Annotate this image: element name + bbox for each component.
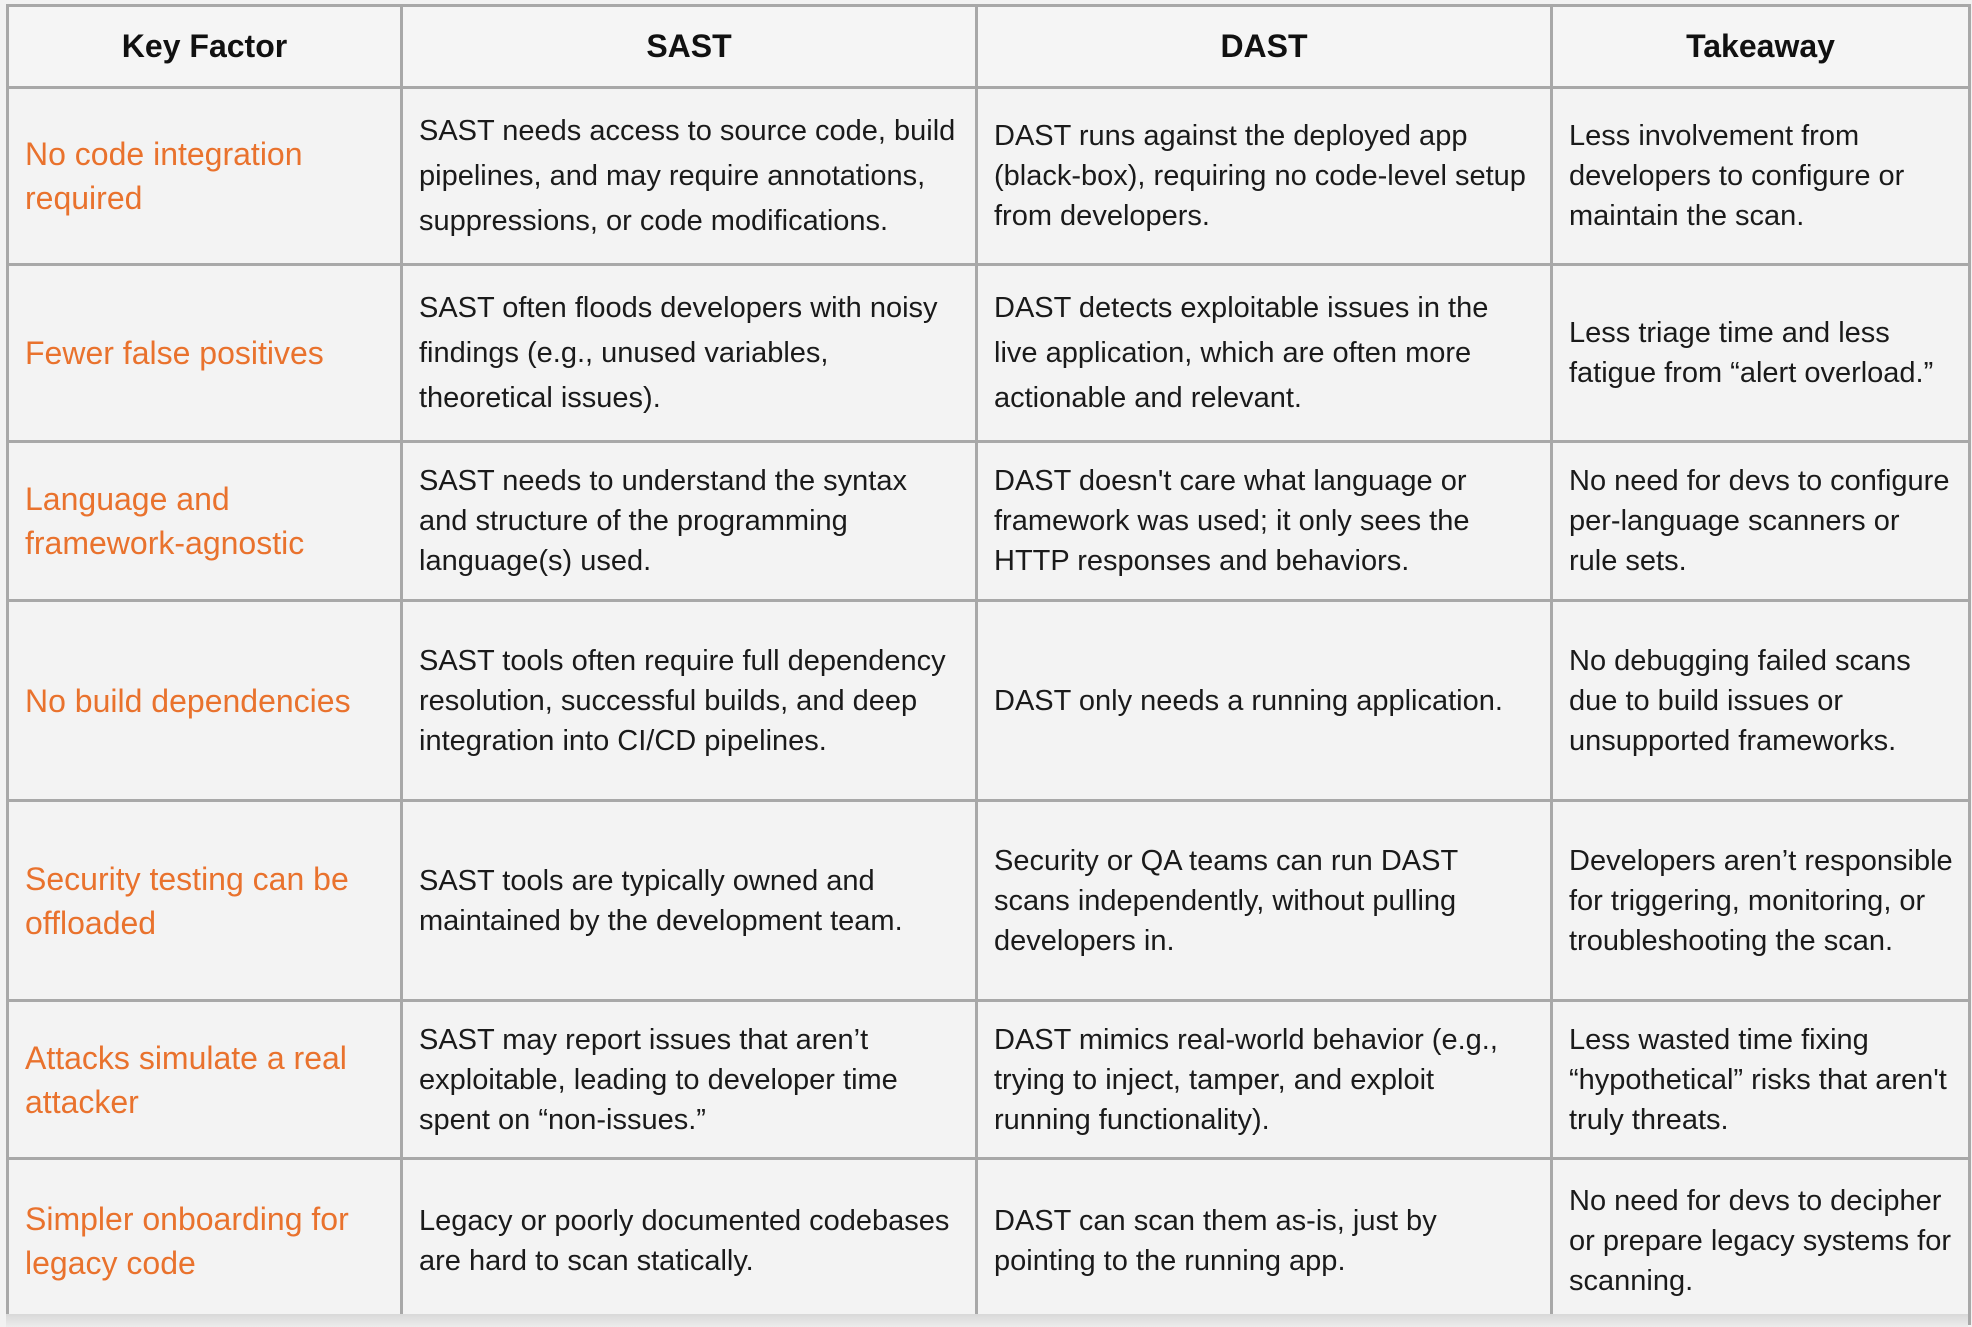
- key-factor-cell: No code integration required: [6, 86, 403, 266]
- header-dast: DAST: [975, 4, 1553, 89]
- sast-cell: SAST needs access to source code, build …: [400, 86, 978, 266]
- takeaway-cell: Less triage time and less fatigue from “…: [1550, 263, 1971, 443]
- takeaway-cell: No need for devs to configure per-langua…: [1550, 440, 1971, 602]
- sast-dast-comparison-table: Key Factor SAST DAST Takeaway No code in…: [6, 4, 1971, 1325]
- comparison-page: Key Factor SAST DAST Takeaway No code in…: [6, 4, 1971, 1325]
- table-row: No build dependencies SAST tools often r…: [6, 599, 1971, 802]
- key-factor-cell: No build dependencies: [6, 599, 403, 802]
- sast-cell: SAST needs to understand the syntax and …: [400, 440, 978, 602]
- bottom-edge-shadow: [6, 1314, 1968, 1327]
- dast-cell: DAST doesn't care what language or frame…: [975, 440, 1553, 602]
- header-sast: SAST: [400, 4, 978, 89]
- takeaway-cell: Less involvement from developers to conf…: [1550, 86, 1971, 266]
- dast-cell: DAST can scan them as-is, just by pointi…: [975, 1157, 1553, 1325]
- dast-cell: Security or QA teams can run DAST scans …: [975, 799, 1553, 1002]
- sast-cell: SAST may report issues that aren’t explo…: [400, 999, 978, 1160]
- key-factor-cell: Language and framework-agnostic: [6, 440, 403, 602]
- takeaway-cell: Less wasted time fixing “hypothetical” r…: [1550, 999, 1971, 1160]
- header-takeaway: Takeaway: [1550, 4, 1971, 89]
- key-factor-cell: Fewer false positives: [6, 263, 403, 443]
- table-row: Simpler onboarding for legacy code Legac…: [6, 1157, 1971, 1325]
- sast-cell: SAST tools often require full dependency…: [400, 599, 978, 802]
- takeaway-cell: No need for devs to decipher or prepare …: [1550, 1157, 1971, 1325]
- key-factor-cell: Security testing can be offloaded: [6, 799, 403, 1002]
- dast-cell: DAST only needs a running application.: [975, 599, 1553, 802]
- header-row: Key Factor SAST DAST Takeaway: [6, 4, 1971, 89]
- dast-cell: DAST mimics real-world behavior (e.g., t…: [975, 999, 1553, 1160]
- table-row: Attacks simulate a real attacker SAST ma…: [6, 999, 1971, 1160]
- dast-cell: DAST detects exploitable issues in the l…: [975, 263, 1553, 443]
- dast-cell: DAST runs against the deployed app (blac…: [975, 86, 1553, 266]
- key-factor-cell: Simpler onboarding for legacy code: [6, 1157, 403, 1325]
- header-key-factor: Key Factor: [6, 4, 403, 89]
- sast-cell: SAST tools are typically owned and maint…: [400, 799, 978, 1002]
- sast-cell: Legacy or poorly documented codebases ar…: [400, 1157, 978, 1325]
- key-factor-cell: Attacks simulate a real attacker: [6, 999, 403, 1160]
- takeaway-cell: Developers aren’t responsible for trigge…: [1550, 799, 1971, 1002]
- table-row: Fewer false positives SAST often floods …: [6, 263, 1971, 443]
- takeaway-cell: No debugging failed scans due to build i…: [1550, 599, 1971, 802]
- sast-cell: SAST often floods developers with noisy …: [400, 263, 978, 443]
- table-row: No code integration required SAST needs …: [6, 86, 1971, 266]
- table-row: Security testing can be offloaded SAST t…: [6, 799, 1971, 1002]
- table-row: Language and framework-agnostic SAST nee…: [6, 440, 1971, 602]
